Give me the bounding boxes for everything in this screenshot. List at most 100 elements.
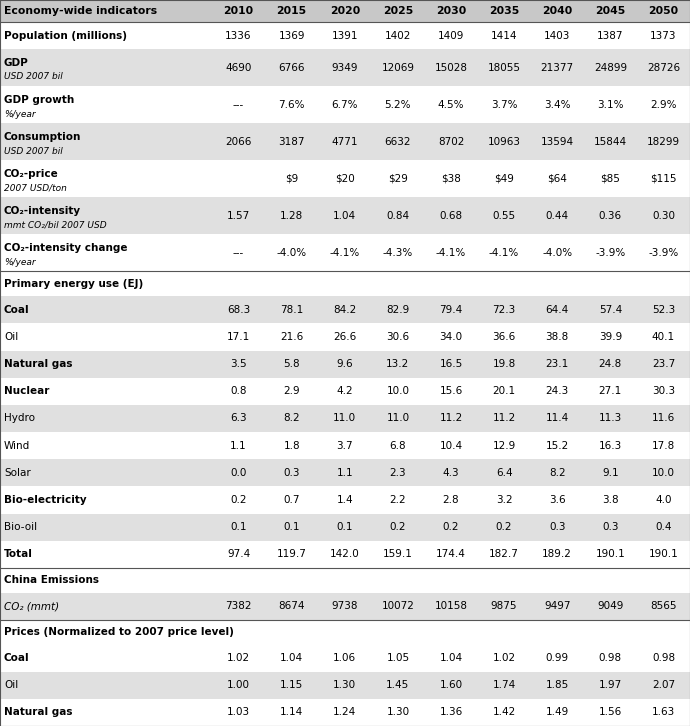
- Text: 1.1: 1.1: [337, 468, 353, 478]
- Text: 1.06: 1.06: [333, 653, 356, 663]
- Text: 9.1: 9.1: [602, 468, 619, 478]
- Text: 9497: 9497: [544, 601, 571, 611]
- Text: 0.68: 0.68: [440, 211, 462, 221]
- Text: 6.7%: 6.7%: [331, 99, 358, 110]
- Text: 1.85: 1.85: [546, 680, 569, 690]
- Text: 19.8: 19.8: [493, 359, 515, 369]
- Text: 4690: 4690: [226, 62, 252, 73]
- Text: $115: $115: [650, 174, 677, 184]
- Text: 0.8: 0.8: [230, 386, 247, 396]
- Bar: [0, 272, 690, 296]
- Text: 10.0: 10.0: [652, 468, 675, 478]
- Bar: [0, 486, 690, 513]
- Text: 0.2: 0.2: [496, 522, 513, 532]
- Text: 0.99: 0.99: [546, 653, 569, 663]
- Text: 11.4: 11.4: [546, 414, 569, 423]
- Text: 0.7: 0.7: [284, 495, 300, 505]
- Text: $29: $29: [388, 174, 408, 184]
- Text: 13594: 13594: [541, 136, 574, 147]
- Text: -4.0%: -4.0%: [542, 248, 572, 258]
- Text: 24.3: 24.3: [546, 386, 569, 396]
- Text: 7.6%: 7.6%: [279, 99, 305, 110]
- Text: Natural gas: Natural gas: [4, 359, 72, 369]
- Text: China Emissions: China Emissions: [4, 575, 99, 585]
- Text: $9: $9: [285, 174, 298, 184]
- Text: -4.3%: -4.3%: [383, 248, 413, 258]
- Text: %/year: %/year: [4, 110, 36, 118]
- Text: 0.1: 0.1: [230, 522, 247, 532]
- Text: 1.05: 1.05: [386, 653, 409, 663]
- Text: 2045: 2045: [595, 6, 625, 16]
- Text: 159.1: 159.1: [383, 550, 413, 559]
- Text: 0.98: 0.98: [652, 653, 675, 663]
- Text: 0.30: 0.30: [652, 211, 675, 221]
- Text: 2030: 2030: [436, 6, 466, 16]
- Text: 1409: 1409: [438, 30, 464, 41]
- Text: 64.4: 64.4: [546, 305, 569, 315]
- Text: 11.6: 11.6: [652, 414, 675, 423]
- Text: 6.3: 6.3: [230, 414, 247, 423]
- Text: 1.36: 1.36: [440, 707, 462, 717]
- Text: 1.02: 1.02: [227, 653, 250, 663]
- Text: 1.04: 1.04: [333, 211, 356, 221]
- Text: 78.1: 78.1: [280, 305, 304, 315]
- Text: 1.56: 1.56: [599, 707, 622, 717]
- Text: -4.0%: -4.0%: [277, 248, 307, 258]
- Text: 3.1%: 3.1%: [597, 99, 624, 110]
- Bar: [0, 86, 690, 123]
- Bar: [0, 645, 690, 672]
- Bar: [0, 620, 690, 645]
- Text: 1.8: 1.8: [284, 441, 300, 451]
- Text: 24.8: 24.8: [599, 359, 622, 369]
- Text: 30.3: 30.3: [652, 386, 675, 396]
- Text: 1403: 1403: [544, 30, 571, 41]
- Text: 3.7%: 3.7%: [491, 99, 518, 110]
- Text: 18299: 18299: [647, 136, 680, 147]
- Text: ---: ---: [233, 99, 244, 110]
- Text: 23.7: 23.7: [652, 359, 675, 369]
- Text: 10.4: 10.4: [440, 441, 462, 451]
- Text: 1.1: 1.1: [230, 441, 247, 451]
- Text: 72.3: 72.3: [493, 305, 515, 315]
- Bar: [0, 378, 690, 405]
- Text: 9.6: 9.6: [337, 359, 353, 369]
- Text: 21.6: 21.6: [280, 332, 304, 342]
- Text: 10072: 10072: [382, 601, 414, 611]
- Text: 1414: 1414: [491, 30, 518, 41]
- Text: 1.63: 1.63: [652, 707, 675, 717]
- Text: Prices (Normalized to 2007 price level): Prices (Normalized to 2007 price level): [4, 627, 234, 637]
- Text: -4.1%: -4.1%: [436, 248, 466, 258]
- Text: 57.4: 57.4: [599, 305, 622, 315]
- Text: 0.2: 0.2: [390, 522, 406, 532]
- Text: 1391: 1391: [331, 30, 358, 41]
- Bar: [0, 541, 690, 568]
- Text: 5.8: 5.8: [284, 359, 300, 369]
- Bar: [0, 432, 690, 460]
- Text: 0.3: 0.3: [284, 468, 300, 478]
- Text: 1.49: 1.49: [546, 707, 569, 717]
- Text: 119.7: 119.7: [277, 550, 306, 559]
- Text: 2025: 2025: [383, 6, 413, 16]
- Text: 3.7: 3.7: [337, 441, 353, 451]
- Text: Coal: Coal: [4, 653, 30, 663]
- Text: 11.3: 11.3: [599, 414, 622, 423]
- Text: 2007 USD/ton: 2007 USD/ton: [4, 184, 67, 192]
- Text: 10.0: 10.0: [386, 386, 409, 396]
- Text: 2020: 2020: [330, 6, 360, 16]
- Text: 40.1: 40.1: [652, 332, 675, 342]
- Text: 0.3: 0.3: [602, 522, 618, 532]
- Text: 1.04: 1.04: [280, 653, 303, 663]
- Text: 2035: 2035: [489, 6, 520, 16]
- Text: Hydro: Hydro: [4, 414, 35, 423]
- Text: 9738: 9738: [331, 601, 358, 611]
- Text: -3.9%: -3.9%: [595, 248, 625, 258]
- Text: Oil: Oil: [4, 680, 18, 690]
- Text: 0.0: 0.0: [230, 468, 247, 478]
- Bar: [0, 699, 690, 726]
- Text: 0.4: 0.4: [656, 522, 671, 532]
- Text: CO₂-price: CO₂-price: [4, 168, 59, 179]
- Text: 2015: 2015: [277, 6, 307, 16]
- Text: $85: $85: [600, 174, 620, 184]
- Text: 4.5%: 4.5%: [437, 99, 464, 110]
- Bar: [0, 123, 690, 160]
